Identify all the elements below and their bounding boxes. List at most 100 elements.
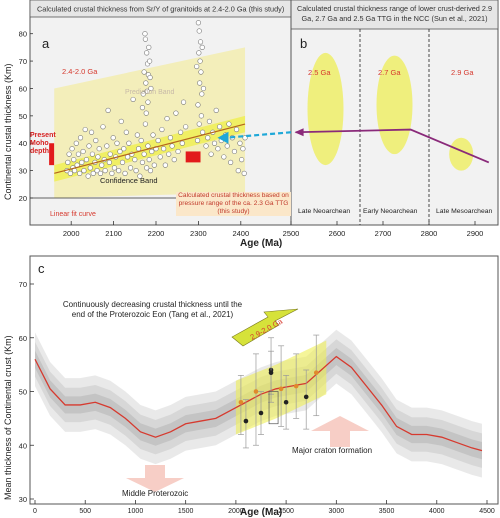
ttg-range-blob (449, 137, 474, 171)
data-point (95, 154, 101, 160)
data-point (127, 165, 134, 171)
ttg-range-blob (307, 52, 344, 166)
data-point (237, 140, 243, 146)
x-tick-label-c: 4500 (479, 508, 495, 515)
data-point (161, 146, 167, 152)
data-point (71, 157, 77, 163)
cyan-arrowhead (217, 131, 229, 144)
data-point (228, 159, 234, 165)
data-point (81, 168, 87, 174)
data-point (119, 159, 126, 165)
data-point (233, 126, 240, 133)
linear-fit-label: Linear fit curve (50, 211, 96, 218)
x-tick-label-b: 2700 (375, 229, 392, 238)
data-point (213, 107, 219, 113)
panel-c-annotation: Continuously decreasing crustal thicknes… (62, 300, 243, 319)
era-label-late-mesoarchean: Late Mesoarchean (436, 208, 493, 215)
y-tick-label-a: 50 (19, 112, 27, 121)
thickness-point (243, 418, 249, 424)
data-point (139, 159, 146, 165)
data-point (159, 126, 165, 133)
data-point (77, 170, 83, 176)
data-point (211, 140, 218, 146)
prediction-band-label: Prediction Band (125, 89, 175, 96)
era-label-early-neoarchean: Early Neoarchean (363, 208, 418, 215)
data-point (137, 173, 143, 179)
data-point (146, 157, 152, 163)
data-point (179, 140, 185, 146)
open-box (268, 391, 279, 425)
data-point (144, 50, 150, 56)
data-point (171, 157, 177, 163)
data-point (147, 74, 153, 81)
data-point (83, 157, 90, 163)
data-point (126, 140, 132, 146)
panel-a-letter: a (42, 36, 50, 51)
data-point (94, 168, 100, 174)
major-craton-arrow (311, 416, 369, 447)
data-point (87, 165, 93, 171)
x-tick-label-c: 2500 (278, 508, 294, 515)
y-tick-label-c: 70 (19, 280, 27, 289)
data-point (142, 121, 148, 127)
data-point (86, 143, 92, 149)
x-tick-label-c: 0 (33, 508, 37, 515)
era-label-late-neoarchean: Late Neoarchean (298, 208, 350, 215)
panel-b-header-bg (290, 0, 499, 30)
data-point (138, 137, 144, 144)
data-point (169, 143, 175, 149)
ttg-box (185, 151, 201, 163)
data-point (65, 159, 71, 165)
data-point (199, 44, 205, 50)
data-point (105, 107, 111, 113)
data-point (67, 170, 73, 176)
data-point (142, 36, 148, 42)
data-point (240, 146, 246, 152)
data-point (198, 113, 204, 119)
x-tick-label-c: 3000 (329, 508, 345, 515)
data-point (197, 58, 203, 64)
data-point (215, 146, 221, 152)
data-point (116, 168, 122, 174)
data-point (139, 105, 146, 111)
linear-fit-line (54, 123, 246, 174)
y-tick-label-c: 50 (19, 388, 27, 397)
data-point (147, 168, 154, 174)
data-point (134, 132, 140, 138)
confidence-band-label: Confidence Band (100, 176, 158, 185)
x-tick-label-c: 1000 (128, 508, 144, 515)
data-point (224, 143, 230, 149)
data-point (77, 135, 84, 141)
panel-c-letter: c (38, 261, 45, 276)
y-axis-label-c: Mean thickness of Continental crust (Km) (3, 335, 13, 500)
data-point (142, 31, 148, 37)
y-axis-label-a: Continental crustal thickness (Km) (3, 63, 13, 200)
data-point (241, 170, 247, 176)
trend-arrowhead (294, 128, 304, 137)
x-tick-label-c: 4000 (429, 508, 445, 515)
data-point (141, 151, 147, 157)
data-point (85, 173, 91, 179)
x-tick-label-a: 2300 (190, 229, 207, 238)
data-point (195, 20, 201, 26)
data-point (175, 148, 181, 155)
thickness-point (253, 389, 259, 394)
cyan-dashed-arrow (225, 131, 292, 139)
data-point (183, 124, 189, 130)
x-tick-label-b: 2600 (329, 229, 346, 238)
thickness-point (258, 410, 264, 416)
data-point (141, 69, 147, 75)
data-point (144, 165, 150, 171)
y-tick-label-c: 40 (19, 441, 27, 450)
y-tick-label-c: 60 (19, 334, 27, 343)
y-tick-label-c: 30 (19, 495, 27, 504)
data-point (173, 110, 179, 116)
data-point (164, 115, 170, 122)
x-tick-label-b: 2900 (467, 229, 484, 238)
data-point (132, 157, 138, 163)
data-point (97, 170, 104, 176)
data-point (197, 39, 204, 45)
group-label-29: 2.9 Ga (451, 68, 474, 77)
